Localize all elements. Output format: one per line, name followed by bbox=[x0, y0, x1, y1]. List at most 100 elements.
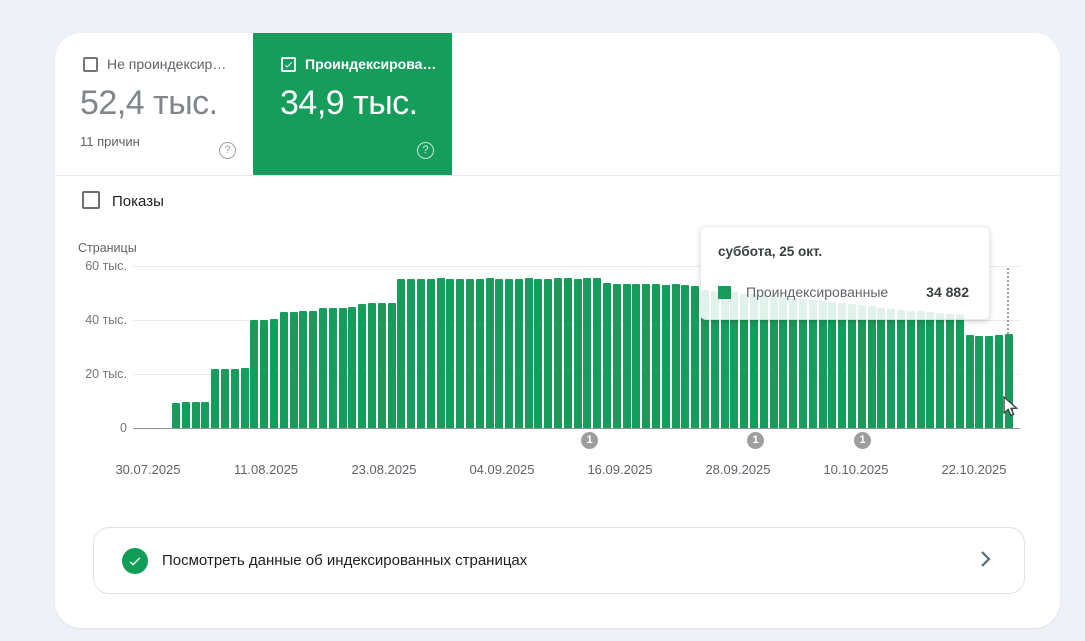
bar[interactable] bbox=[936, 313, 945, 428]
bar[interactable] bbox=[328, 308, 337, 428]
bar[interactable] bbox=[750, 294, 759, 428]
bar[interactable] bbox=[289, 312, 298, 428]
bar[interactable] bbox=[220, 369, 229, 428]
bar[interactable] bbox=[534, 279, 543, 428]
bar[interactable] bbox=[857, 305, 866, 428]
bar[interactable] bbox=[710, 291, 719, 428]
chart-tooltip: суббота, 25 окт. Проиндексированные 34 8… bbox=[700, 226, 990, 320]
bar[interactable] bbox=[740, 294, 749, 428]
bar[interactable] bbox=[759, 295, 768, 428]
indexed-checkbox[interactable] bbox=[281, 57, 296, 72]
tile-indexed[interactable]: Проиндексирова… 34,9 тыс. ? bbox=[253, 33, 452, 175]
not-indexed-checkbox[interactable] bbox=[83, 57, 98, 72]
bar[interactable] bbox=[808, 300, 817, 428]
impressions-checkbox[interactable] bbox=[82, 191, 100, 209]
bar[interactable] bbox=[485, 278, 494, 428]
bar[interactable] bbox=[994, 335, 1003, 428]
bar[interactable] bbox=[622, 284, 631, 428]
bar[interactable] bbox=[730, 292, 739, 428]
bar[interactable] bbox=[279, 312, 288, 428]
bar[interactable] bbox=[789, 298, 798, 428]
bar[interactable] bbox=[465, 279, 474, 428]
bar[interactable] bbox=[945, 314, 954, 428]
bar[interactable] bbox=[867, 306, 876, 428]
bar[interactable] bbox=[887, 309, 896, 428]
bar[interactable] bbox=[1004, 334, 1013, 428]
bar[interactable] bbox=[828, 302, 837, 428]
bar[interactable] bbox=[475, 279, 484, 428]
view-indexed-data-row[interactable] bbox=[93, 527, 1025, 594]
bar[interactable] bbox=[416, 279, 425, 428]
bar-series[interactable] bbox=[172, 266, 1014, 428]
bar[interactable] bbox=[701, 290, 710, 428]
bar[interactable] bbox=[642, 284, 651, 428]
bar[interactable] bbox=[544, 279, 553, 428]
bar[interactable] bbox=[426, 279, 435, 428]
bar[interactable] bbox=[877, 308, 886, 428]
bar[interactable] bbox=[514, 279, 523, 428]
bar[interactable] bbox=[847, 304, 856, 428]
chevron-right-icon[interactable] bbox=[974, 546, 996, 572]
annotation-marker[interactable]: 1 bbox=[747, 432, 764, 449]
bar[interactable] bbox=[181, 402, 190, 428]
bar[interactable] bbox=[240, 368, 249, 428]
bar[interactable] bbox=[838, 303, 847, 428]
bar[interactable] bbox=[436, 278, 445, 428]
bar[interactable] bbox=[309, 311, 318, 428]
bar[interactable] bbox=[965, 335, 974, 428]
bar[interactable] bbox=[681, 285, 690, 428]
bar[interactable] bbox=[269, 319, 278, 428]
bar[interactable] bbox=[554, 278, 563, 428]
bar[interactable] bbox=[524, 278, 533, 428]
bar[interactable] bbox=[975, 336, 984, 428]
bar[interactable] bbox=[691, 286, 700, 428]
bar[interactable] bbox=[652, 284, 661, 428]
bar[interactable] bbox=[661, 285, 670, 428]
bar[interactable] bbox=[250, 320, 259, 428]
bar[interactable] bbox=[769, 296, 778, 428]
help-icon[interactable]: ? bbox=[417, 142, 434, 159]
help-icon[interactable]: ? bbox=[219, 142, 236, 159]
bar[interactable] bbox=[456, 279, 465, 428]
bar[interactable] bbox=[495, 279, 504, 428]
tile-not-indexed[interactable]: Не проиндексир… 52,4 тыс. 11 причин ? bbox=[55, 33, 253, 175]
bar[interactable] bbox=[387, 303, 396, 428]
bar[interactable] bbox=[671, 284, 680, 428]
bar[interactable] bbox=[299, 311, 308, 428]
bar[interactable] bbox=[632, 284, 641, 428]
bar[interactable] bbox=[906, 311, 915, 428]
bar[interactable] bbox=[397, 279, 406, 428]
bar[interactable] bbox=[985, 336, 994, 428]
bar[interactable] bbox=[916, 311, 925, 428]
bar[interactable] bbox=[318, 308, 327, 428]
bar[interactable] bbox=[367, 303, 376, 428]
bar[interactable] bbox=[818, 301, 827, 428]
bar[interactable] bbox=[505, 279, 514, 428]
bar[interactable] bbox=[446, 279, 455, 428]
bar[interactable] bbox=[338, 308, 347, 428]
bar[interactable] bbox=[955, 314, 964, 428]
bar[interactable] bbox=[172, 403, 180, 428]
bar[interactable] bbox=[573, 279, 582, 428]
bar[interactable] bbox=[563, 278, 572, 428]
bar[interactable] bbox=[407, 279, 416, 428]
bar[interactable] bbox=[779, 297, 788, 428]
bar[interactable] bbox=[720, 292, 729, 428]
bar[interactable] bbox=[358, 304, 367, 428]
annotation-marker[interactable]: 1 bbox=[581, 432, 598, 449]
bar[interactable] bbox=[260, 320, 269, 428]
bar[interactable] bbox=[593, 278, 602, 428]
bar[interactable] bbox=[896, 310, 905, 428]
bar[interactable] bbox=[583, 278, 592, 428]
bar[interactable] bbox=[799, 299, 807, 428]
bar[interactable] bbox=[348, 307, 357, 428]
bar[interactable] bbox=[201, 402, 210, 428]
bar[interactable] bbox=[612, 284, 621, 428]
annotation-marker[interactable]: 1 bbox=[854, 432, 871, 449]
bar[interactable] bbox=[230, 369, 239, 428]
bar[interactable] bbox=[211, 369, 220, 428]
bar[interactable] bbox=[191, 402, 200, 428]
bar[interactable] bbox=[926, 312, 935, 428]
bar[interactable] bbox=[603, 283, 612, 428]
bar[interactable] bbox=[377, 303, 386, 428]
